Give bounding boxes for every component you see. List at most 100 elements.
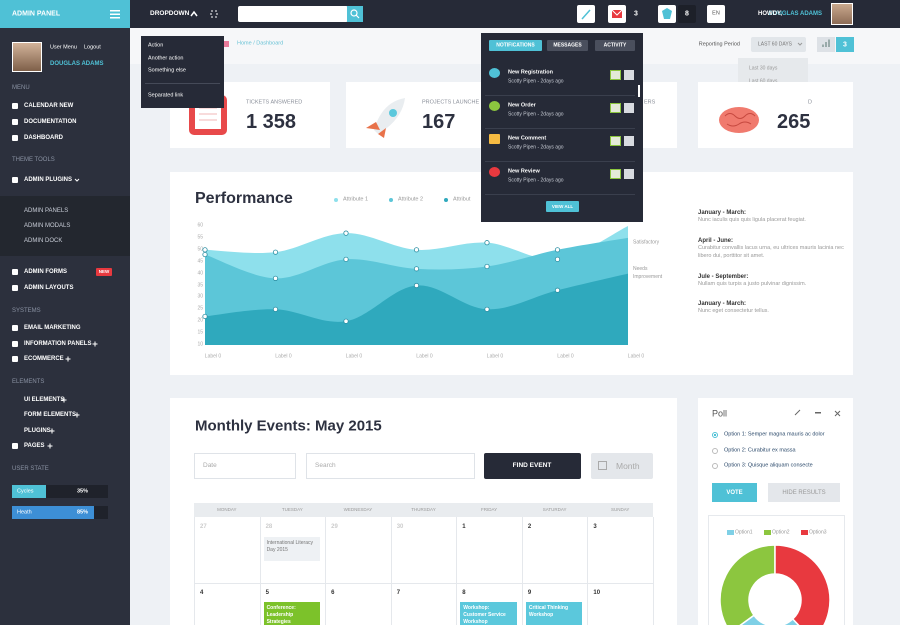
find-button-text[interactable]: FIND EVENT: [512, 461, 552, 469]
nav-item[interactable]: FORM ELEMENTS: [24, 412, 76, 418]
nav-item[interactable]: ADMIN PLUGINS: [24, 177, 72, 183]
sidebar-avatar: [12, 42, 42, 72]
nav-item[interactable]: ADMIN LAYOUTS: [24, 285, 74, 291]
nav-item[interactable]: PLUGINS: [24, 428, 51, 434]
calendar-date: 3: [593, 524, 597, 530]
tool-button[interactable]: [577, 5, 595, 23]
alert-button[interactable]: [658, 5, 676, 23]
search-input[interactable]: [238, 6, 348, 22]
radio[interactable]: [712, 463, 718, 469]
period-option[interactable]: Last 30 days: [749, 65, 778, 72]
y-tick-label: 20: [197, 317, 203, 324]
accept-button[interactable]: [610, 70, 621, 80]
language-box[interactable]: [707, 5, 725, 23]
calendar-event[interactable]: Conference: Leadership Strategies: [263, 602, 321, 625]
dismiss-button[interactable]: [624, 136, 634, 146]
notification-title[interactable]: New Registration: [508, 69, 553, 76]
x-tick-label: Label 0: [204, 353, 222, 360]
vote-text[interactable]: VOTE: [726, 489, 743, 496]
tab-label[interactable]: MESSAGES: [553, 42, 582, 48]
dropdown-item[interactable]: Something else: [148, 67, 186, 74]
nav-item[interactable]: ECOMMERCE: [24, 356, 64, 362]
poll-option[interactable]: Option 1: Semper magna mauris ac dolor: [724, 431, 825, 438]
date-placeholder[interactable]: Date: [203, 461, 217, 469]
mail-count: 3: [634, 10, 638, 18]
period-option[interactable]: Last 60 days: [749, 78, 778, 84]
calendar-event[interactable]: International Literacy Day 2015: [263, 537, 321, 561]
accept-button[interactable]: [610, 169, 621, 179]
notification-title[interactable]: New Order: [508, 102, 536, 109]
calendar-date: 8: [462, 590, 466, 596]
tab-label[interactable]: NOTIFICATIONS: [496, 42, 535, 48]
stat-label: TICKETS ANSWERED: [246, 99, 303, 106]
search-button[interactable]: [347, 6, 363, 22]
dropdown-item[interactable]: Another action: [148, 54, 184, 61]
nav-item[interactable]: EMAIL MARKETING: [24, 325, 81, 331]
accept-button[interactable]: [610, 103, 621, 113]
sub-nav-item[interactable]: ADMIN PANELS: [24, 208, 69, 214]
notification-meta: Scotty Pipen - 2days ago: [508, 78, 564, 85]
mail-button[interactable]: [608, 5, 626, 23]
alert-count: 8: [685, 10, 689, 18]
notification-tab[interactable]: [547, 40, 588, 51]
legend-dot: [389, 198, 393, 202]
calendar-event[interactable]: Workshop: Customer Service Workshop: [460, 602, 517, 625]
nav-item[interactable]: INFORMATION PANELS: [24, 341, 92, 347]
calendar-row-line: [194, 583, 653, 584]
nav-item[interactable]: DASHBOARD: [24, 135, 63, 141]
sub-nav-item[interactable]: ADMIN MODALS: [24, 223, 71, 229]
stat-value: 167: [422, 111, 456, 133]
language[interactable]: EN: [712, 10, 720, 17]
notification-title[interactable]: New Comment: [508, 135, 547, 142]
x-tick-label: Label 0: [345, 353, 363, 360]
hide-text[interactable]: HIDE RESULTS: [782, 489, 826, 496]
view-all-text[interactable]: VIEW ALL: [551, 203, 574, 209]
calendar-date: 27: [200, 524, 207, 530]
dropdown-item[interactable]: Separated link: [148, 92, 184, 99]
calendar-date: 1: [462, 524, 466, 530]
poll-option[interactable]: Option 2: Curabitur ex massa: [724, 446, 796, 453]
hide-button[interactable]: [768, 483, 840, 502]
poll-option[interactable]: Option 3: Quisque aliquam consecte: [724, 462, 813, 469]
nav-item[interactable]: PAGES: [24, 443, 45, 449]
radio[interactable]: [712, 432, 718, 438]
nav-item[interactable]: CALENDAR NEW: [24, 103, 74, 109]
sub-nav-item[interactable]: ADMIN DOCK: [24, 238, 63, 244]
calendar-event[interactable]: Critical Thinking Workshop: [525, 602, 583, 625]
radio[interactable]: [712, 447, 718, 454]
weekday: SATURDAY: [542, 506, 567, 512]
tab-label[interactable]: ACTIVITY: [603, 42, 627, 48]
view-all-button[interactable]: [546, 201, 579, 212]
dismiss-button[interactable]: [624, 103, 634, 113]
find-button[interactable]: [484, 453, 581, 479]
chart-button[interactable]: [817, 37, 835, 52]
period-button[interactable]: [751, 37, 806, 52]
progress-name: Heath: [17, 508, 32, 515]
breadcrumb[interactable]: Home / Dashboard: [237, 40, 284, 47]
month-button-text[interactable]: Month: [616, 460, 640, 471]
nav-item[interactable]: ADMIN FORMS: [24, 269, 67, 275]
period-selected[interactable]: LAST 60 DAYS: [758, 41, 792, 47]
sidebar: [0, 0, 130, 625]
notification-tab[interactable]: [489, 40, 542, 51]
stat-label: PROJECTS LAUNCHE: [422, 99, 480, 106]
notification-title[interactable]: New Review: [508, 168, 540, 175]
search-placeholder[interactable]: Search: [315, 461, 336, 469]
date-input[interactable]: [194, 453, 296, 479]
dismiss-button[interactable]: [624, 169, 634, 179]
dropdown-toggle[interactable]: DROPDOWN: [150, 9, 190, 17]
month-button[interactable]: [591, 453, 653, 479]
nav-item[interactable]: DOCUMENTATION: [24, 119, 77, 125]
search-field[interactable]: [306, 453, 475, 479]
logout-link[interactable]: Logout: [84, 44, 101, 51]
dismiss-button[interactable]: [624, 70, 634, 80]
dropdown-item[interactable]: Action: [148, 42, 164, 49]
nav-item[interactable]: UI ELEMENTS: [24, 397, 65, 403]
notification-tab[interactable]: [595, 40, 635, 51]
vote-button[interactable]: [712, 483, 757, 502]
accept-button[interactable]: [610, 136, 621, 146]
weekday: WEDNESDAY: [343, 506, 373, 512]
y-tick-label: 25: [197, 305, 203, 312]
user-menu-link[interactable]: User Menu: [50, 44, 77, 51]
notification-icon: [489, 134, 500, 144]
